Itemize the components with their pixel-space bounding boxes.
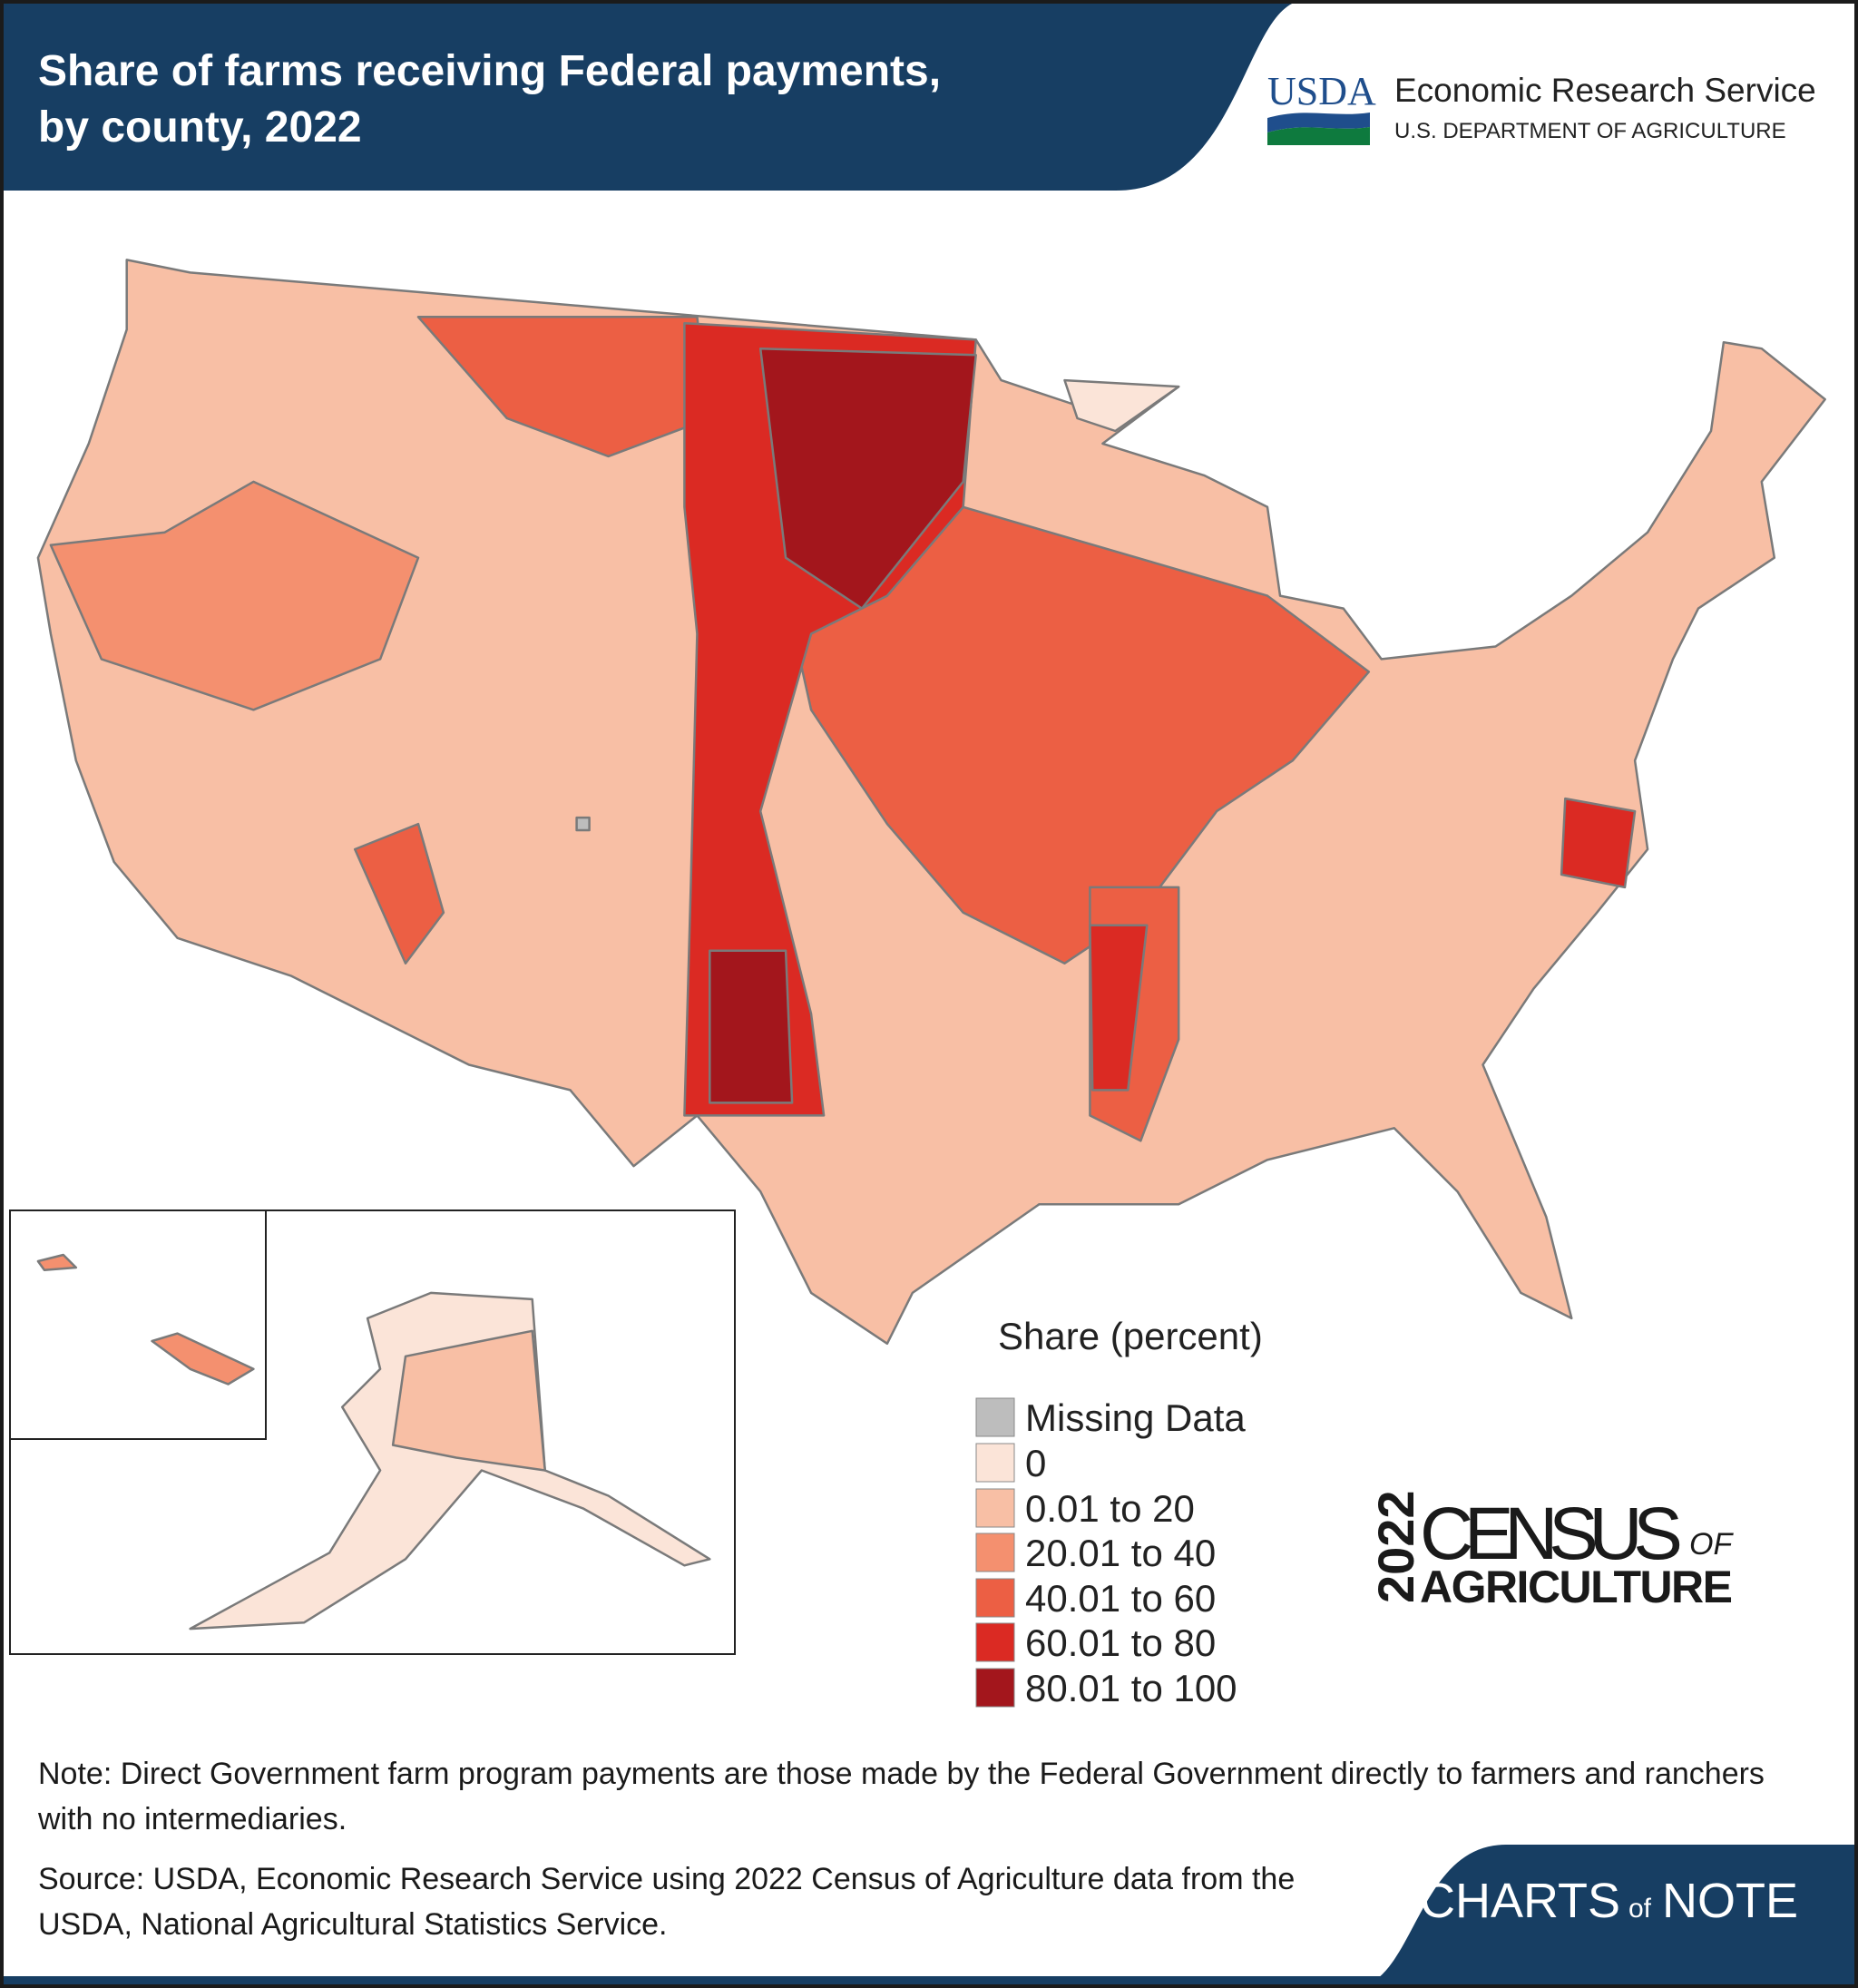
title: Share of farms receiving Federal payment… bbox=[38, 44, 941, 156]
legend-label: 60.01 to 80 bbox=[1025, 1621, 1216, 1664]
brand-of: of bbox=[1628, 1894, 1652, 1924]
legend-label: 80.01 to 100 bbox=[1025, 1667, 1237, 1709]
region bbox=[575, 816, 591, 832]
legend-label: 0.01 to 20 bbox=[1025, 1487, 1195, 1530]
bottom-stripe bbox=[0, 1976, 1858, 1988]
census-year: 2022 bbox=[1367, 1490, 1424, 1603]
usda-stripe bbox=[1267, 113, 1370, 132]
region bbox=[709, 949, 794, 1104]
region bbox=[1560, 797, 1637, 889]
legend-swatch bbox=[975, 1533, 1015, 1572]
region bbox=[36, 1253, 78, 1272]
legend-label: Missing Data bbox=[1025, 1396, 1246, 1439]
hawaii-frame bbox=[10, 1210, 267, 1440]
region bbox=[151, 1332, 255, 1386]
census-word: CENSUS bbox=[1420, 1493, 1683, 1575]
usda-field bbox=[1267, 127, 1370, 145]
source: Source: USDA, Economic Research Service … bbox=[38, 1862, 1296, 1942]
legend-swatch bbox=[975, 1443, 1015, 1483]
agency-name: Economic Research Service bbox=[1394, 72, 1816, 109]
region bbox=[391, 1329, 546, 1472]
title-line: Share of farms receiving Federal payment… bbox=[38, 47, 942, 95]
region bbox=[1089, 924, 1149, 1092]
legend-label: 20.01 to 40 bbox=[1025, 1532, 1216, 1574]
census-agriculture: AGRICULTURE bbox=[1420, 1562, 1733, 1612]
brand-charts: CHARTS bbox=[1420, 1874, 1620, 1928]
legend-title: Share (percent) bbox=[998, 1315, 1263, 1357]
inset-frame bbox=[9, 1209, 736, 1655]
legend-swatch bbox=[975, 1622, 1015, 1662]
legend-swatch bbox=[975, 1488, 1015, 1528]
map bbox=[36, 259, 1826, 1631]
department: U.S. DEPARTMENT OF AGRICULTURE bbox=[1394, 119, 1786, 143]
brand-note: NOTE bbox=[1662, 1874, 1798, 1928]
header-band bbox=[0, 0, 1306, 191]
region bbox=[189, 1291, 711, 1631]
legend-label: 40.01 to 60 bbox=[1025, 1577, 1216, 1620]
legend-swatch bbox=[975, 1668, 1015, 1708]
note: Note: Direct Government farm program pay… bbox=[38, 1757, 1765, 1836]
region bbox=[353, 822, 445, 965]
legend-swatch bbox=[975, 1578, 1015, 1618]
region bbox=[49, 480, 420, 711]
region bbox=[784, 505, 1371, 965]
region bbox=[758, 347, 977, 610]
region bbox=[416, 316, 711, 458]
legend-swatch bbox=[975, 1397, 1015, 1437]
legend-label: 0 bbox=[1025, 1442, 1046, 1484]
usda-mark: USDA bbox=[1267, 69, 1376, 113]
region bbox=[1063, 378, 1180, 433]
title-line: by county, 2022 bbox=[38, 103, 362, 152]
census-of: OF bbox=[1689, 1527, 1734, 1562]
brand-tab bbox=[1352, 1845, 1858, 1988]
